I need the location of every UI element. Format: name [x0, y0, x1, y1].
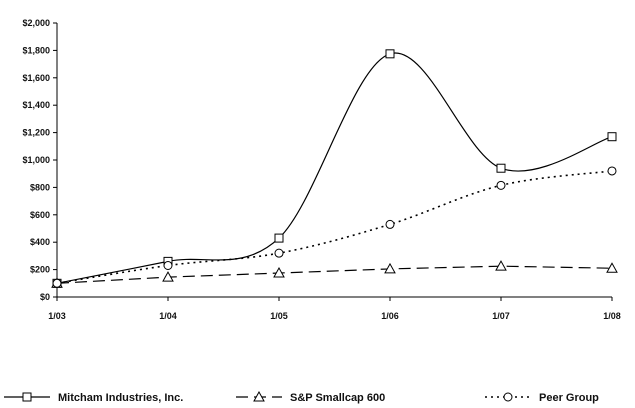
series-line: [56, 170, 613, 285]
y-tick-label: $1,400: [22, 100, 50, 110]
legend-item-peer-group: Peer Group: [485, 392, 599, 404]
x-tick-label: 1/03: [48, 311, 66, 321]
series-mitcham-industries-inc: [52, 49, 617, 288]
y-tick-label: $2,000: [22, 18, 50, 28]
data-point-triangle: [495, 260, 507, 271]
y-tick-label: $200: [30, 265, 50, 275]
x-tick-label: 1/06: [381, 311, 399, 321]
x-tick-label: 1/04: [159, 311, 177, 321]
data-point-circle: [163, 260, 173, 270]
y-tick-label: $400: [30, 237, 50, 247]
data-point-square: [274, 233, 284, 243]
data-point-circle: [607, 166, 617, 176]
data-point-triangle: [273, 266, 285, 278]
legend: Mitcham Industries, Inc. S&P Smallcap 600…: [4, 390, 599, 404]
legend-label: Peer Group: [539, 392, 599, 404]
data-point-square: [496, 163, 506, 173]
legend-marker-square: [22, 392, 32, 402]
data-point-triangle: [606, 262, 618, 273]
legend-label: Mitcham Industries, Inc.: [58, 392, 183, 404]
y-tick-label: $1,600: [22, 73, 50, 83]
y-tick-label: $1,800: [22, 45, 50, 55]
series-s-p-smallcap-600: [51, 260, 618, 288]
x-axis: 1/03 1/04 1/05 1/06 1/07 1/08: [48, 296, 621, 321]
data-point-square: [607, 132, 617, 142]
y-tick-label: $0: [40, 292, 50, 302]
series-line: [56, 52, 613, 284]
data-point-circle: [52, 278, 62, 288]
x-tick-label: 1/07: [492, 311, 510, 321]
y-axis: $0 $200 $400 $600 $800 $1,000 $1,200 $1,400 $1,6…: [22, 18, 58, 302]
data-point-circle: [274, 248, 284, 258]
series-peer-group: [52, 166, 617, 288]
y-tick-label: $800: [30, 182, 50, 192]
y-tick-label: $1,200: [22, 128, 50, 138]
y-tick-label: $1,000: [22, 155, 50, 165]
x-tick-label: 1/08: [603, 311, 621, 321]
data-point-circle: [496, 180, 506, 190]
series-layer: [51, 49, 618, 288]
legend-marker-circle: [503, 392, 513, 402]
legend-item-s-p-smallcap-600: S&P Smallcap 600: [236, 390, 385, 404]
y-tick-label: $600: [30, 210, 50, 220]
series-line: [56, 265, 613, 284]
data-point-triangle: [162, 271, 174, 282]
data-point-circle: [385, 219, 395, 229]
legend-item-mitcham-industries-inc: Mitcham Industries, Inc.: [4, 392, 183, 404]
data-point-triangle: [384, 262, 396, 274]
legend-label: S&P Smallcap 600: [290, 392, 385, 404]
x-tick-label: 1/05: [270, 311, 288, 321]
legend-marker-triangle: [253, 390, 265, 402]
data-point-square: [385, 49, 395, 59]
